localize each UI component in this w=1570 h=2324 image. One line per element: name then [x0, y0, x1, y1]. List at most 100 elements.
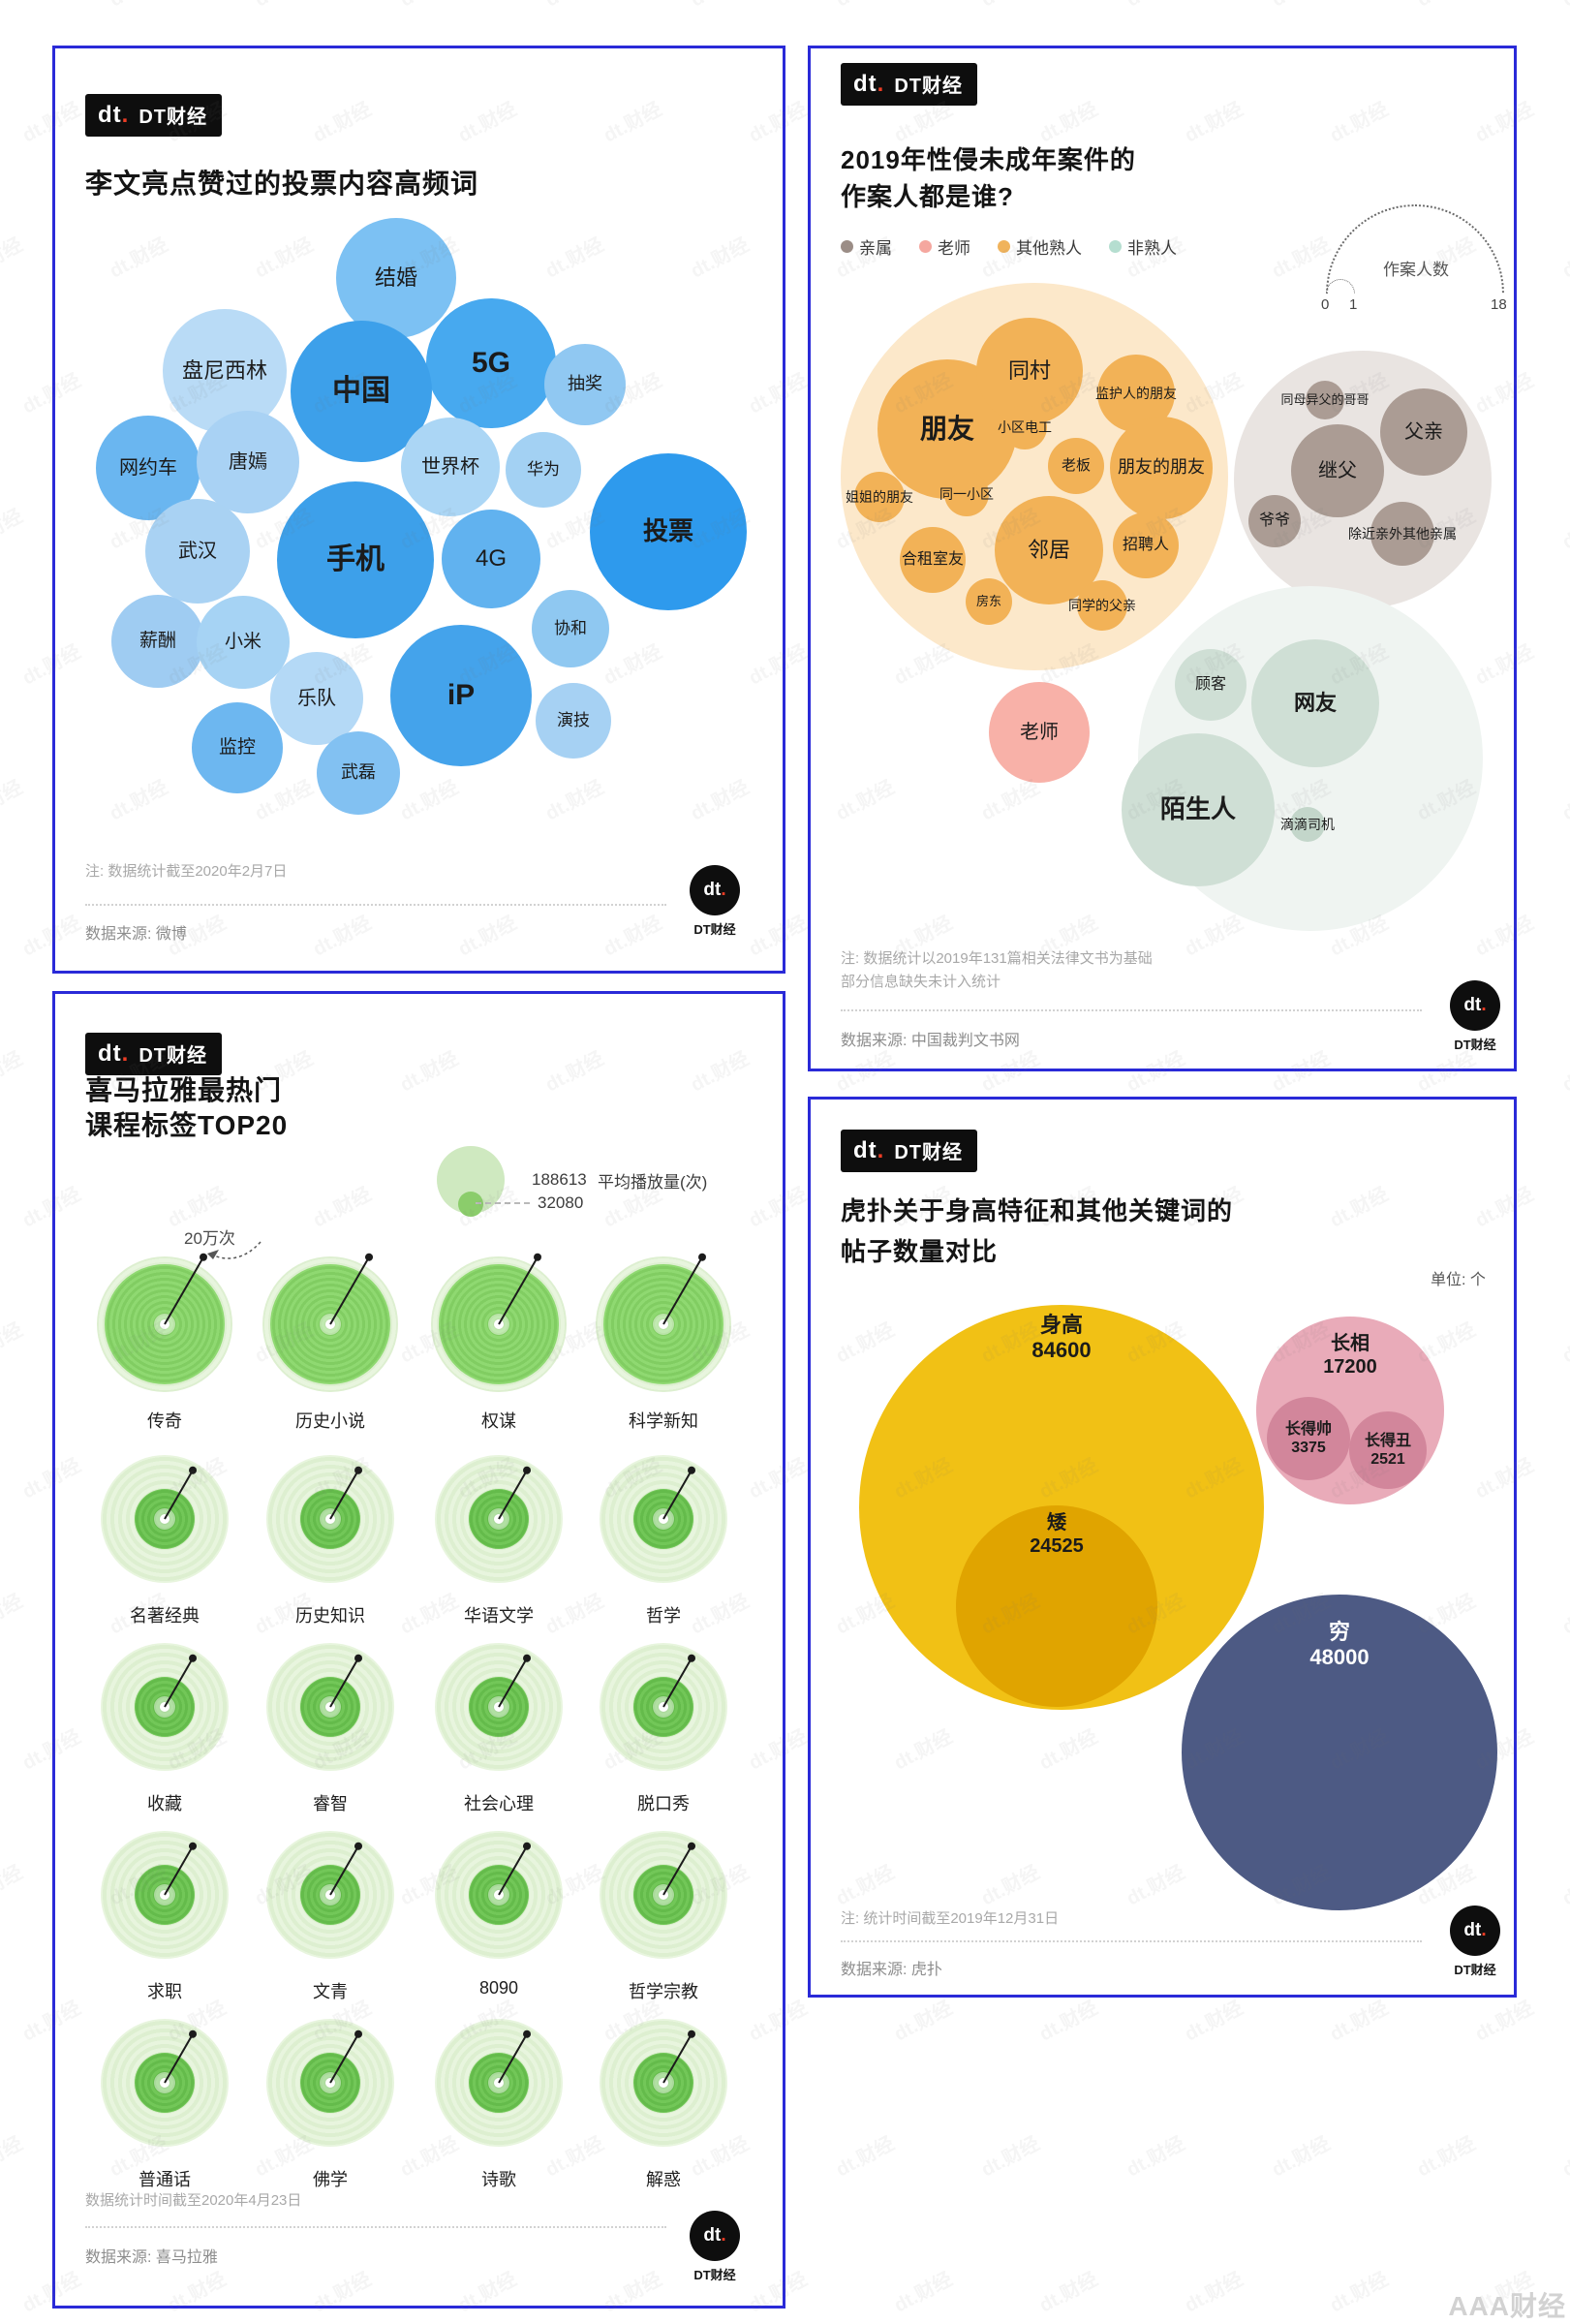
bubble-label: 监护人的朋友 [1095, 385, 1177, 401]
record-label: 佛学 [313, 2170, 348, 2189]
bubble-label: 同学的父亲 [1068, 597, 1136, 613]
data-source: 数据来源: 微博 [85, 926, 187, 943]
record-label: 解惑 [646, 2170, 681, 2189]
page-title: 李文亮点赞过的投票内容高频词 [85, 169, 479, 199]
dt-logo-dot: . [721, 2225, 726, 2246]
unit-label: 单位: 个 [1431, 1272, 1486, 1288]
page-title-line2: 帖子数量对比 [841, 1237, 999, 1266]
bubble-value: 24525 [1030, 1535, 1084, 1557]
watermark-text: dt.财经 [685, 0, 754, 12]
bubble-label: 陌生人 [1159, 794, 1236, 824]
record-label: 收藏 [147, 1794, 182, 1813]
legend-dash-line [476, 1202, 530, 1204]
footer-divider [85, 904, 666, 906]
watermark-text: dt.财经 [1181, 1997, 1247, 2046]
watermark-text: dt.财经 [1558, 233, 1570, 283]
legend-label: 非熟人 [1127, 239, 1177, 258]
bubble-value: 84600 [1031, 1338, 1092, 1363]
bubble: 武汉 [145, 499, 250, 604]
watermark-text: dt.财经 [0, 1590, 27, 1639]
bubble-label: 5G [471, 347, 511, 379]
bubble-label: 矮 [1047, 1512, 1066, 1534]
dt-logo-letters: dt [1463, 995, 1482, 1015]
bubble: 抽奖 [544, 344, 626, 425]
bubble-value: 3375 [1291, 1440, 1326, 1456]
size-legend-tick-18: 18 [1491, 296, 1507, 313]
panel-assault-perpetrators: dt. DT财经 2019年性侵未成年案件的 作案人都是谁? 亲属 老师 其他熟人非… [808, 46, 1517, 1071]
watermark-text: dt.财经 [0, 1318, 27, 1368]
bubble: 盘尼西林 [163, 309, 287, 433]
size-legend-tick-1: 1 [1349, 296, 1358, 313]
watermark-text: dt.财经 [1266, 0, 1335, 12]
bubble: 演技 [536, 683, 611, 759]
bubble: 小区电工 [998, 405, 1052, 449]
bubble-label: 房东 [975, 594, 1001, 609]
bubble-label: 监控 [218, 736, 256, 758]
record-label: 科学新知 [629, 1411, 698, 1431]
record-label: 华语文学 [464, 1606, 534, 1626]
bubble-label: 招聘人 [1122, 537, 1169, 554]
watermark-text: dt.财经 [1558, 2132, 1570, 2182]
dt-corner-name: DT财经 [693, 2268, 736, 2282]
dt-logo-name: DT财经 [894, 76, 963, 97]
chart-note: 注: 统计时间截至2019年12月31日 [841, 1910, 1060, 1927]
legend-label: 平均播放量(次) [598, 1173, 708, 1192]
dt-logo-badge: dt. DT财经 [841, 1130, 977, 1172]
watermark-text: dt.财经 [1411, 0, 1480, 12]
dt-corner-logo: dt. DT财经 [685, 2211, 745, 2283]
bubble-label: 朋友的朋友 [1118, 457, 1205, 478]
legend-value-small: 32080 [538, 1193, 584, 1212]
bubble: 朋友的朋友 [1110, 417, 1213, 519]
dt-logo-name: DT财经 [139, 1045, 207, 1067]
dt-logo-dot: . [721, 880, 726, 900]
bubble-label: 顾客 [1194, 676, 1226, 694]
record-label: 社会心理 [464, 1794, 534, 1813]
bubble-value: 17200 [1323, 1356, 1377, 1378]
bubble: 薪酬 [111, 595, 204, 688]
panel-liwenliang: dt. DT财经 李文亮点赞过的投票内容高频词 结婚 5G 抽奖 盘尼西林 中国 网约车 唐… [52, 46, 785, 974]
bubble-label: 合租室友 [901, 551, 964, 569]
legend-label: 老师 [938, 239, 970, 258]
watermark-text: dt.财经 [890, 2268, 957, 2317]
dt-corner-name: DT财经 [693, 922, 736, 937]
record-label: 名著经典 [130, 1606, 200, 1626]
legend-item: 其他熟人 [998, 234, 1082, 259]
bubble-label: 武磊 [341, 762, 376, 783]
watermark-text: dt.财经 [1326, 2268, 1393, 2317]
watermark-text: dt.财经 [1556, 0, 1570, 12]
bubble-value: 2521 [1370, 1451, 1405, 1468]
bubble: 陌生人 [1122, 733, 1275, 886]
data-source: 数据来源: 中国裁判文书网 [841, 1033, 1020, 1049]
chart-note: 注: 数据统计截至2020年2月7日 [85, 863, 288, 880]
dt-corner-name: DT财经 [1454, 1963, 1496, 1977]
bubble-label: 除近亲外其他亲属 [1348, 525, 1457, 542]
watermark-text: dt.财经 [1181, 2268, 1247, 2317]
dt-logo-letters: dt [853, 70, 877, 97]
bubble: 合租室友 [900, 527, 966, 593]
chart-note-line1: 注: 数据统计以2019年131篇相关法律文书为基础 [841, 950, 1153, 967]
bubble-label: 同村 [1007, 357, 1051, 383]
panel-ximalaya-tags: dt. DT财经 喜马拉雅最热门 课程标签TOP20 188613 32080 … [52, 991, 785, 2309]
bubble-chart-hupu: 身高 84600 矮 24525 长相 17200 长得帅 3375 长得丑 2521 穷 48000 [811, 1100, 1514, 1995]
dt-logo-dot: . [121, 101, 130, 128]
bubble: 唐嫣 [197, 411, 299, 513]
record-label: 普通话 [139, 2170, 191, 2189]
watermark-text: dt.财经 [1035, 2268, 1102, 2317]
bubble: 长得丑 2521 [1349, 1411, 1427, 1489]
bubble-label: 演技 [557, 710, 590, 729]
bubble-label: 穷 [1328, 1620, 1350, 1644]
record-label: 权谋 [481, 1411, 516, 1431]
legend-dot-icon [1109, 240, 1122, 253]
bubble-label: 乐队 [297, 688, 336, 709]
legend-dot-icon [841, 240, 853, 253]
watermark-text: dt.财经 [977, 2132, 1044, 2182]
bubble: 长得帅 3375 [1267, 1397, 1350, 1480]
watermark-text: dt.财经 [1268, 2132, 1335, 2182]
dt-logo-dot: . [877, 1136, 885, 1163]
page-title-line1: 虎扑关于身高特征和其他关键词的 [841, 1196, 1234, 1225]
watermark-text: dt.财经 [830, 0, 899, 12]
page-title-line2: 作案人都是谁? [841, 182, 1014, 211]
record-grid-chart: 传奇 历史小说 权谋 科学新知 名著经典 历史知识 华语文学 哲学 收藏 睿智 社会心理 脱口秀 求职 文… [55, 994, 783, 2306]
bubble: 同一小区 [939, 472, 994, 516]
bubble: 姐姐的朋友 [846, 472, 913, 522]
